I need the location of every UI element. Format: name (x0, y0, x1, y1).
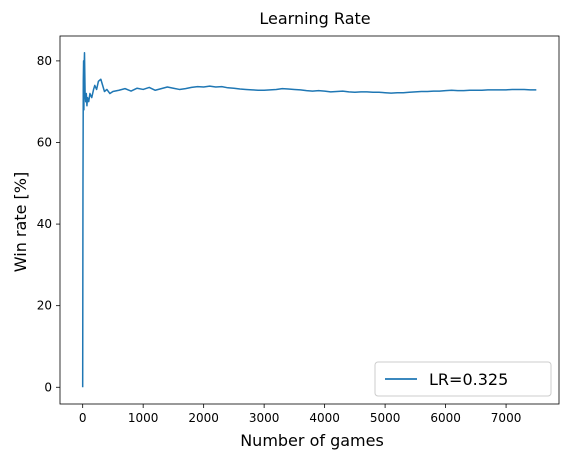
y-tick-label: 60 (37, 135, 52, 149)
x-tick-label: 5000 (370, 411, 401, 425)
y-axis: 0 20 40 60 80 (37, 54, 60, 394)
y-tick-label: 20 (37, 299, 52, 313)
y-axis-label: Win rate [%] (11, 172, 30, 272)
plot-area (59, 35, 560, 405)
x-axis-label: Number of games (240, 431, 384, 450)
chart-title: Learning Rate (259, 9, 370, 28)
x-axis: 0 1000 2000 3000 4000 5000 6000 7000 (79, 404, 521, 425)
legend-entry-label: LR=0.325 (429, 370, 508, 389)
y-tick-label: 80 (37, 54, 52, 68)
x-tick-label: 2000 (188, 411, 219, 425)
y-tick-label: 40 (37, 217, 52, 231)
x-tick-label: 6000 (430, 411, 461, 425)
series-line-0 (81, 51, 537, 388)
plot-background (60, 36, 559, 404)
x-tick-label: 1000 (128, 411, 159, 425)
plot-frame (59, 35, 560, 405)
x-tick-label: 3000 (249, 411, 280, 425)
legend: LR=0.325 (374, 361, 552, 397)
x-tick-label: 4000 (309, 411, 340, 425)
x-tick-label: 0 (79, 411, 87, 425)
y-tick-label: 0 (44, 380, 52, 394)
legend-box (374, 361, 552, 397)
x-tick-label: 7000 (491, 411, 522, 425)
